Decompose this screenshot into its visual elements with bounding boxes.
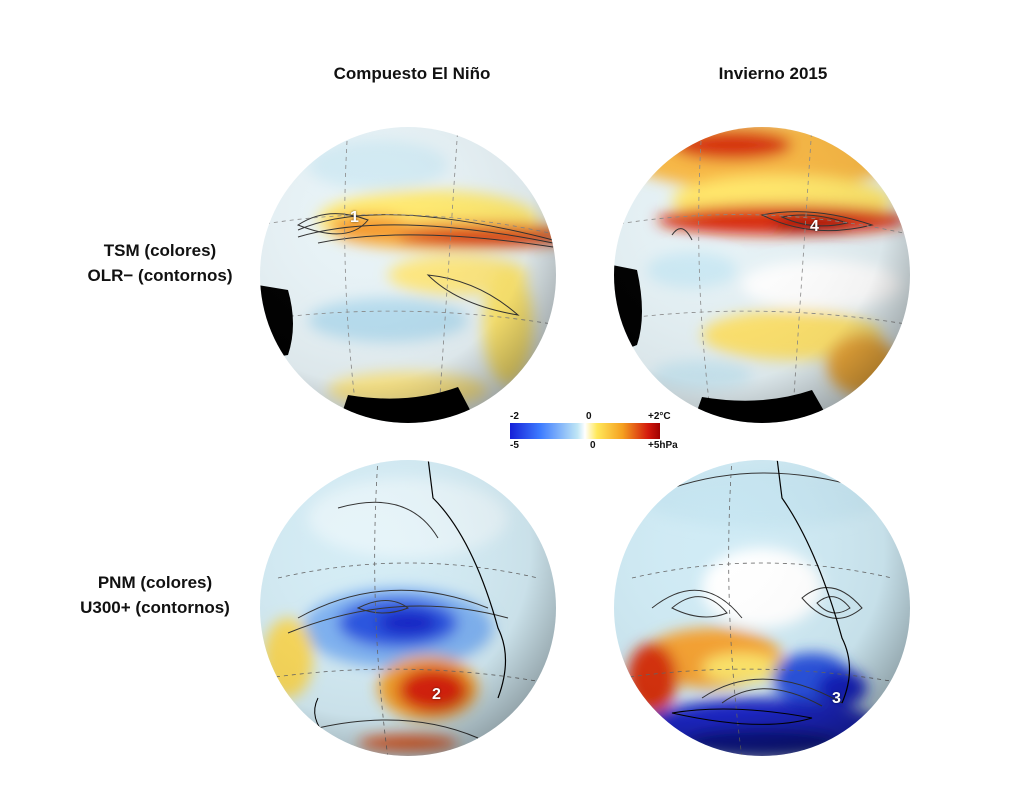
row-label-slp: PNM (colores) U300+ (contornos): [55, 570, 255, 620]
legend-bottom-min: -5: [510, 440, 519, 451]
color-scale-bar: [510, 423, 660, 439]
legend-top-min: -2: [510, 411, 519, 422]
color-scale-legend: -2 0 +2°C -5 0 +5hPa: [510, 411, 690, 453]
row-label-sst-line1: TSM (colores): [103, 241, 217, 260]
legend-bottom-zero: 0: [590, 440, 596, 451]
panel-number-4: 4: [810, 218, 819, 235]
legend-top-max: +2°C: [648, 411, 671, 422]
legend-bottom-max: +5hPa: [648, 440, 678, 451]
column-title-composite: Compuesto El Niño: [333, 64, 491, 83]
panel-number-1: 1: [350, 209, 359, 226]
globe-panel-slp-composite: 2: [258, 458, 558, 758]
row-label-slp-line2: U300+ (contornos): [80, 598, 230, 617]
legend-top-zero: 0: [586, 411, 592, 422]
row-label-sst-line2: OLR− (contornos): [87, 266, 233, 285]
panel-number-2: 2: [432, 686, 441, 703]
globe-panel-sst-2015: 4: [612, 125, 912, 425]
globe-panel-slp-2015: 3: [612, 458, 912, 758]
panel-number-3: 3: [832, 690, 841, 707]
row-label-sst: TSM (colores) OLR− (contornos): [60, 238, 260, 288]
globe-panel-sst-composite: 1: [258, 125, 558, 425]
row-label-slp-line1: PNM (colores): [97, 573, 213, 592]
column-title-winter-2015: Invierno 2015: [718, 64, 828, 83]
